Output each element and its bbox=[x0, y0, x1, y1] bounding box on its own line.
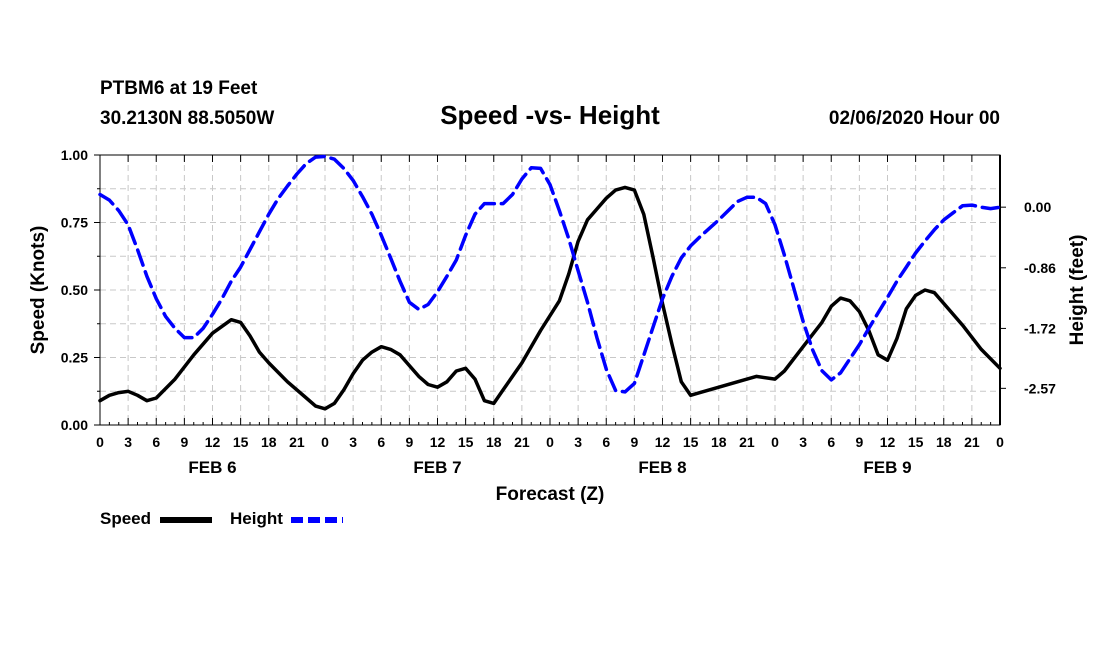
grid bbox=[100, 155, 1000, 425]
x-tick-label: 6 bbox=[377, 434, 385, 450]
x-tick-label: 9 bbox=[630, 434, 638, 450]
x-tick-label: 15 bbox=[458, 434, 474, 450]
series-line-height bbox=[98, 154, 1002, 394]
x-day-label: FEB 6 bbox=[188, 458, 236, 477]
x-tick-label: 0 bbox=[96, 434, 104, 450]
y-axis-right-title: Height (feet) bbox=[1067, 235, 1088, 346]
x-tick-label: 0 bbox=[546, 434, 554, 450]
x-tick-label: 18 bbox=[261, 434, 277, 450]
x-tick-label: 18 bbox=[936, 434, 952, 450]
x-tick-label: 9 bbox=[855, 434, 863, 450]
series-line-speed bbox=[98, 185, 1002, 411]
x-day-label: FEB 7 bbox=[413, 458, 461, 477]
legend-height-label: Height bbox=[230, 509, 283, 528]
x-tick-label: 0 bbox=[321, 434, 329, 450]
x-tick-label: 0 bbox=[771, 434, 779, 450]
x-tick-label: 21 bbox=[964, 434, 980, 450]
x-day-label: FEB 8 bbox=[638, 458, 686, 477]
x-tick-label: 15 bbox=[908, 434, 924, 450]
x-axis-title: Forecast (Z) bbox=[496, 484, 605, 505]
x-tick-label: 6 bbox=[602, 434, 610, 450]
chart-title: Speed -vs- Height bbox=[440, 100, 660, 130]
x-tick-label: 3 bbox=[349, 434, 357, 450]
y-left-tick-label: 0.00 bbox=[61, 417, 88, 433]
y-axis-left-title: Speed (Knots) bbox=[28, 226, 49, 355]
x-tick-label: 0 bbox=[996, 434, 1004, 450]
legend-speed-label: Speed bbox=[100, 509, 151, 528]
location-label: 30.2130N 88.5050W bbox=[100, 108, 274, 129]
x-tick-label: 21 bbox=[289, 434, 305, 450]
station-label: PTBM6 at 19 Feet bbox=[100, 78, 258, 99]
x-tick-label: 3 bbox=[799, 434, 807, 450]
x-tick-label: 12 bbox=[205, 434, 221, 450]
y-right-tick-label: -0.86 bbox=[1024, 260, 1056, 276]
x-tick-label: 21 bbox=[514, 434, 530, 450]
series-group bbox=[98, 154, 1002, 411]
x-tick-label: 9 bbox=[405, 434, 413, 450]
x-tick-label: 3 bbox=[124, 434, 132, 450]
y-right-tick-label: -2.57 bbox=[1024, 380, 1056, 396]
x-day-label: FEB 9 bbox=[863, 458, 911, 477]
x-tick-label: 12 bbox=[880, 434, 896, 450]
x-tick-label: 12 bbox=[655, 434, 671, 450]
y-right-tick-label: -1.72 bbox=[1024, 320, 1056, 336]
legend: Speed Height bbox=[100, 509, 343, 528]
x-tick-label: 12 bbox=[430, 434, 446, 450]
x-tick-label: 3 bbox=[574, 434, 582, 450]
x-tick-label: 9 bbox=[180, 434, 188, 450]
x-tick-label: 21 bbox=[739, 434, 755, 450]
timestamp-label: 02/06/2020 Hour 00 bbox=[829, 108, 1000, 129]
y-left-tick-label: 0.25 bbox=[61, 350, 88, 366]
axes: 0 3 6 9 12 15 18 21 0 3 6 9 12 15 18 21 0 3 6 9 12 15 18 21 0 3 6 9… bbox=[61, 147, 1056, 477]
x-tick-label: 15 bbox=[683, 434, 699, 450]
x-tick-label: 18 bbox=[486, 434, 502, 450]
y-left-tick-label: 0.50 bbox=[61, 282, 88, 298]
y-right-tick-label: 0.00 bbox=[1024, 199, 1051, 215]
y-left-tick-label: 1.00 bbox=[61, 147, 88, 163]
y-left-tick-label: 0.75 bbox=[61, 215, 88, 231]
x-tick-label: 6 bbox=[152, 434, 160, 450]
x-tick-label: 18 bbox=[711, 434, 727, 450]
x-tick-label: 6 bbox=[827, 434, 835, 450]
x-tick-label: 15 bbox=[233, 434, 249, 450]
